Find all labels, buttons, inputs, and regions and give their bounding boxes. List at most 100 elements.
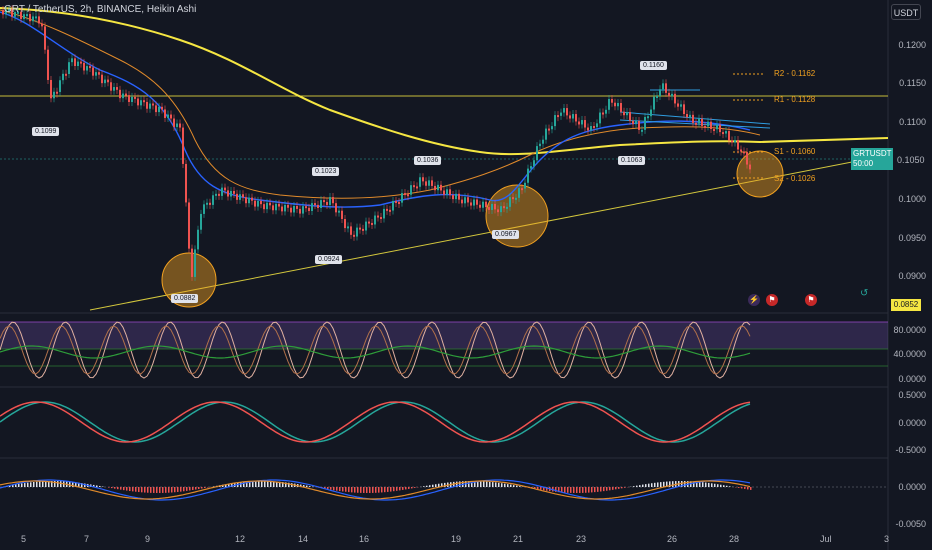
macd-bar	[195, 487, 197, 490]
macd-bar	[483, 481, 485, 487]
macd-bar	[639, 485, 641, 487]
candle	[722, 132, 724, 135]
candle	[305, 206, 307, 209]
candle	[224, 187, 226, 191]
macd-bar	[570, 487, 572, 493]
macd-bar	[276, 481, 278, 487]
candle	[572, 114, 574, 119]
candle	[65, 73, 67, 76]
candle	[659, 89, 661, 97]
candle	[188, 202, 190, 249]
candle	[455, 193, 457, 200]
macd-bar	[591, 487, 593, 493]
candle	[311, 203, 313, 212]
candle	[35, 16, 37, 19]
lightning-icon[interactable]: ⚡	[748, 294, 760, 306]
candle	[89, 66, 91, 69]
candle	[419, 177, 421, 187]
macd-bar	[504, 483, 506, 487]
macd-bar	[441, 483, 443, 487]
candle	[104, 79, 106, 84]
price-tick: 0.1050	[897, 155, 925, 165]
candle	[524, 182, 526, 189]
macd-bar	[492, 482, 494, 487]
candle	[749, 164, 751, 170]
candle	[617, 103, 619, 107]
candle	[338, 210, 340, 213]
candle	[290, 207, 292, 213]
macd-bar	[471, 481, 473, 487]
candle	[692, 114, 694, 123]
candle	[446, 189, 448, 195]
flag-icon[interactable]: ⚑	[766, 294, 778, 306]
candle	[200, 213, 202, 230]
price-tag: 0.0882	[171, 294, 199, 303]
date-tick: 21	[513, 534, 524, 544]
macd-bar	[669, 481, 671, 487]
macd-bar	[393, 487, 395, 492]
candle	[53, 91, 55, 99]
candle	[503, 206, 505, 209]
candle	[590, 126, 592, 131]
candle	[578, 121, 580, 125]
macd-bar	[618, 487, 620, 489]
currency-selector[interactable]: USDT	[891, 4, 921, 20]
macd-bar	[357, 487, 359, 493]
candle	[245, 197, 247, 204]
candle	[614, 102, 616, 107]
candle	[317, 204, 319, 208]
candle	[545, 128, 547, 140]
candle	[566, 108, 568, 116]
macd-bar	[738, 487, 740, 488]
candle	[470, 202, 472, 206]
candle	[521, 188, 523, 191]
macd-bar	[306, 485, 308, 487]
candle	[644, 117, 646, 130]
macd-bar	[612, 487, 614, 490]
candle	[26, 14, 28, 17]
macd-bar	[132, 487, 134, 492]
macd-bar	[399, 487, 401, 491]
candle	[383, 208, 385, 219]
date-tick: 9	[145, 534, 151, 544]
candle	[386, 208, 388, 211]
macd-bar	[351, 487, 353, 493]
candle	[710, 121, 712, 130]
candle	[422, 177, 424, 182]
candle	[635, 121, 637, 125]
candle	[497, 209, 499, 213]
replay-icon[interactable]: ↺	[860, 288, 869, 299]
macd-bar	[426, 485, 428, 487]
candle	[44, 26, 46, 50]
candle	[650, 109, 652, 117]
candle	[362, 228, 364, 231]
macd-bar	[21, 483, 23, 487]
candle	[269, 202, 271, 206]
candle	[536, 146, 538, 161]
flag-icon[interactable]: ⚑	[805, 294, 817, 306]
candle	[575, 114, 577, 122]
pivot-s2: S2 - 0.1026	[774, 174, 816, 183]
candle	[257, 200, 259, 207]
candle	[515, 197, 517, 200]
macd-bar	[642, 484, 644, 487]
candle	[344, 219, 346, 229]
candle	[605, 109, 607, 114]
candle	[50, 79, 52, 99]
candle	[2, 10, 4, 15]
candle	[467, 197, 469, 203]
candle	[731, 140, 733, 143]
candle	[170, 114, 172, 119]
macd-bar	[588, 487, 590, 493]
candle	[5, 9, 7, 15]
macd-bar	[711, 483, 713, 487]
candle	[452, 195, 454, 200]
date-tick: 19	[451, 534, 462, 544]
candle	[329, 197, 331, 205]
stoch-tick: 80.0000	[893, 325, 926, 335]
macd-bar	[495, 482, 497, 487]
candle	[341, 210, 343, 220]
candle	[461, 199, 463, 204]
